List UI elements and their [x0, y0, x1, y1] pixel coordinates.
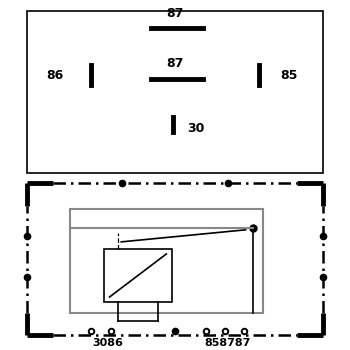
Text: 3086: 3086 [92, 338, 123, 348]
FancyBboxPatch shape [27, 183, 323, 335]
FancyBboxPatch shape [70, 209, 263, 313]
Text: 87: 87 [166, 57, 184, 70]
Text: 858787: 858787 [204, 338, 251, 348]
Text: 30: 30 [187, 122, 204, 135]
Text: 86: 86 [46, 69, 63, 82]
FancyBboxPatch shape [104, 249, 172, 302]
FancyBboxPatch shape [27, 11, 323, 173]
Text: 87: 87 [166, 7, 184, 20]
Text: 85: 85 [280, 69, 298, 82]
